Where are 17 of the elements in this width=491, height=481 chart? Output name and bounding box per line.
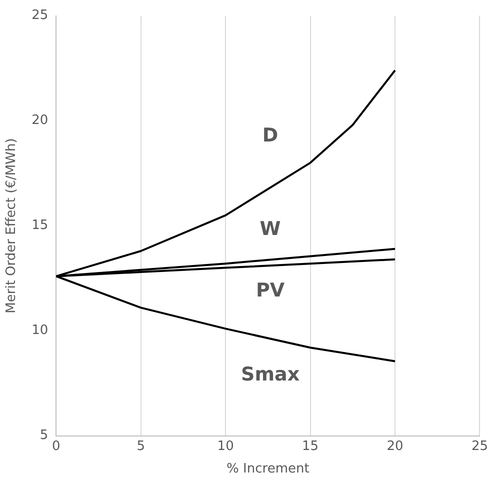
- series-label: Smax: [241, 364, 300, 386]
- y-tick-label: 10: [32, 323, 48, 338]
- y-tick-label: 15: [32, 218, 48, 234]
- x-tick-label: 15: [302, 438, 319, 454]
- x-tick-label: 0: [52, 438, 60, 454]
- x-axis-title: % Increment: [226, 462, 310, 477]
- series-label: PV: [256, 280, 285, 302]
- x-tick-label: 10: [217, 438, 234, 454]
- series-label: D: [262, 124, 278, 147]
- x-tick-label: 5: [136, 438, 145, 454]
- series-label: W: [260, 218, 281, 240]
- x-tick-label: 25: [471, 438, 488, 454]
- x-tick-label: 20: [386, 438, 404, 454]
- y-axis-title: Merit Order Effect (€/MWh): [4, 138, 20, 314]
- y-tick-label: 25: [32, 8, 48, 24]
- y-tick-label: 20: [32, 113, 48, 128]
- y-tick-label: 5: [40, 428, 48, 444]
